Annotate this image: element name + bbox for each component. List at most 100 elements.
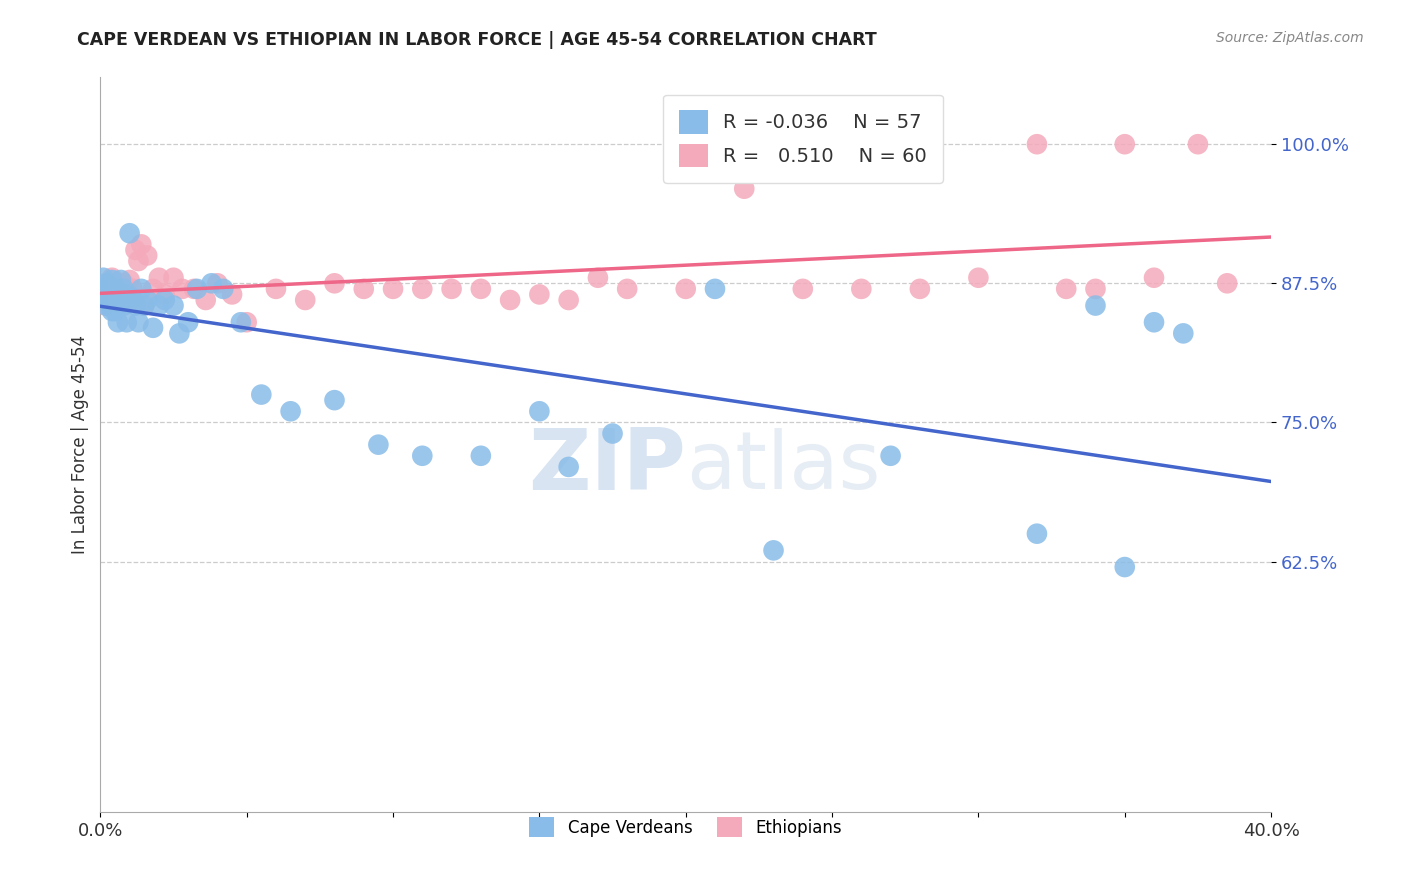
Text: CAPE VERDEAN VS ETHIOPIAN IN LABOR FORCE | AGE 45-54 CORRELATION CHART: CAPE VERDEAN VS ETHIOPIAN IN LABOR FORCE…: [77, 31, 877, 49]
Point: [91, 270, 114, 285]
Point: [107, 315, 129, 329]
Point: [616, 282, 638, 296]
Point: [200, 277, 222, 291]
Point: [136, 248, 159, 262]
Point: [1084, 282, 1107, 296]
Point: [104, 304, 127, 318]
Point: [177, 315, 200, 329]
Point: [107, 284, 129, 298]
Point: [131, 282, 153, 296]
Point: [124, 299, 146, 313]
Point: [557, 293, 579, 307]
Point: [96, 277, 118, 291]
Point: [675, 282, 697, 296]
Point: [235, 315, 257, 329]
Point: [411, 282, 433, 296]
Point: [91, 282, 114, 296]
Point: [96, 291, 118, 305]
Point: [229, 315, 252, 329]
Point: [499, 293, 522, 307]
Point: [183, 282, 205, 296]
Point: [264, 282, 287, 296]
Point: [1026, 526, 1049, 541]
Point: [142, 282, 165, 296]
Text: Source: ZipAtlas.com: Source: ZipAtlas.com: [1216, 31, 1364, 45]
Point: [101, 304, 124, 318]
Point: [96, 277, 118, 291]
Point: [121, 291, 143, 305]
Point: [1054, 282, 1077, 296]
Point: [557, 459, 579, 474]
Point: [107, 299, 129, 313]
Point: [212, 282, 235, 296]
Point: [107, 295, 129, 310]
Point: [851, 282, 873, 296]
Point: [733, 182, 755, 196]
Point: [112, 277, 135, 291]
Point: [104, 293, 127, 307]
Point: [127, 254, 149, 268]
Point: [153, 293, 176, 307]
Point: [115, 295, 138, 310]
Point: [98, 295, 121, 310]
Point: [353, 282, 375, 296]
Point: [323, 277, 346, 291]
Point: [98, 282, 121, 296]
Point: [529, 287, 551, 301]
Point: [110, 291, 132, 305]
Point: [207, 277, 229, 291]
Point: [411, 449, 433, 463]
Point: [1143, 270, 1166, 285]
Point: [96, 299, 118, 313]
Point: [792, 282, 814, 296]
Point: [101, 270, 124, 285]
Y-axis label: In Labor Force | Age 45-54: In Labor Force | Age 45-54: [72, 335, 89, 554]
Point: [98, 279, 121, 293]
Text: atlas: atlas: [686, 427, 880, 506]
Point: [470, 449, 492, 463]
Text: ZIP: ZIP: [529, 425, 686, 508]
Point: [323, 393, 346, 408]
Point: [602, 426, 624, 441]
Point: [96, 299, 118, 313]
Point: [118, 273, 141, 287]
Point: [110, 293, 132, 307]
Point: [586, 270, 609, 285]
Point: [1084, 299, 1107, 313]
Point: [112, 299, 135, 313]
Point: [162, 299, 184, 313]
Point: [136, 293, 159, 307]
Point: [1187, 137, 1209, 152]
Point: [112, 287, 135, 301]
Point: [704, 282, 727, 296]
Point: [162, 270, 184, 285]
Point: [879, 449, 901, 463]
Point: [908, 282, 931, 296]
Point: [104, 293, 127, 307]
Point: [110, 282, 132, 296]
Point: [134, 299, 156, 313]
Point: [115, 287, 138, 301]
Point: [280, 404, 302, 418]
Point: [118, 226, 141, 240]
Point: [382, 282, 405, 296]
Point: [142, 321, 165, 335]
Point: [101, 273, 124, 287]
Point: [134, 299, 156, 313]
Point: [1114, 137, 1136, 152]
Point: [153, 287, 176, 301]
Point: [440, 282, 463, 296]
Point: [967, 270, 990, 285]
Point: [127, 315, 149, 329]
Point: [91, 291, 114, 305]
Point: [115, 315, 138, 329]
Point: [98, 287, 121, 301]
Point: [101, 295, 124, 310]
Point: [172, 282, 194, 296]
Point: [221, 287, 243, 301]
Legend: Cape Verdeans, Ethiopians: Cape Verdeans, Ethiopians: [523, 810, 849, 844]
Point: [98, 287, 121, 301]
Point: [104, 282, 127, 296]
Point: [91, 282, 114, 296]
Point: [762, 543, 785, 558]
